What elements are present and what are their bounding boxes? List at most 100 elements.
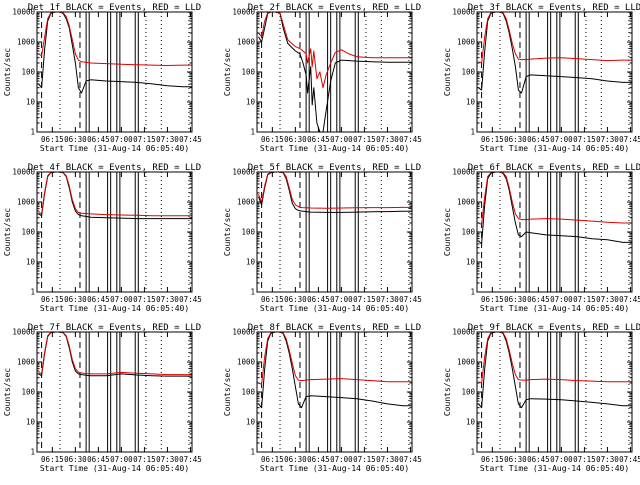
y-tick-label: 10: [466, 418, 476, 427]
y-tick-label: 10000: [452, 168, 475, 177]
x-axis-label: Start Time (31-Aug-14 06:05:40): [480, 304, 629, 313]
series-lld: [38, 172, 192, 217]
x-tick-label: 07:30: [596, 455, 619, 464]
series-events: [38, 332, 192, 377]
x-tick-label: 07:00: [330, 135, 353, 144]
y-tick-label: 1: [250, 128, 255, 137]
x-tick-label: 07:00: [110, 455, 133, 464]
x-tick-label: 07:00: [330, 295, 353, 304]
x-tick-label: 07:30: [156, 135, 179, 144]
x-tick-label: 07:45: [179, 135, 202, 144]
x-tick-label: 07:30: [156, 295, 179, 304]
series-events: [38, 12, 192, 94]
x-tick-label: 07:45: [399, 455, 422, 464]
x-tick-label: 06:30: [504, 135, 527, 144]
series-lld: [258, 332, 412, 385]
y-tick-label: 10000: [232, 328, 255, 337]
x-tick-label: 07:00: [550, 295, 573, 304]
x-tick-label: 07:15: [573, 135, 596, 144]
x-tick-label: 06:45: [527, 455, 550, 464]
series-lld: [478, 12, 632, 64]
x-tick-label: 06:15: [41, 455, 64, 464]
panel-det-3: Det 3f BLACK = Events, RED = LLD 1 10 100 10…: [443, 3, 640, 153]
series-lld: [38, 332, 192, 376]
y-tick-label: 100: [241, 228, 255, 237]
panel-det-9: Det 9f BLACK = Events, RED = LLD 1 10 100 10…: [443, 323, 640, 473]
x-tick-label: 06:15: [261, 455, 284, 464]
y-tick-label: 10000: [232, 168, 255, 177]
x-tick-label: 07:45: [619, 295, 640, 304]
y-tick-label: 1000: [457, 358, 476, 367]
panel-det-8: Det 8f BLACK = Events, RED = LLD 1 10 100 10…: [223, 323, 422, 473]
x-tick-label: 06:45: [527, 135, 550, 144]
x-tick-label: 06:30: [504, 295, 527, 304]
x-tick-label: 07:15: [573, 455, 596, 464]
panel-title: Det 4f BLACK = Events, RED = LLD: [28, 163, 201, 173]
x-tick-label: 06:15: [481, 135, 504, 144]
x-axis-label: Start Time (31-Aug-14 06:05:40): [260, 144, 409, 153]
panel-title: Det 7f BLACK = Events, RED = LLD: [28, 323, 201, 333]
x-tick-label: 06:15: [41, 135, 64, 144]
series-events: [478, 12, 632, 94]
y-axis-label: Counts/sec: [443, 208, 452, 256]
y-tick-label: 10: [26, 258, 36, 267]
x-tick-label: 06:30: [284, 455, 307, 464]
y-tick-label: 10: [26, 418, 36, 427]
x-axis-label: Start Time (31-Aug-14 06:05:40): [480, 144, 629, 153]
x-tick-label: 07:15: [353, 135, 376, 144]
panel-det-5: Det 5f BLACK = Events, RED = LLD 1 10 100 10…: [223, 163, 422, 313]
x-tick-label: 07:15: [133, 455, 156, 464]
x-tick-label: 07:00: [550, 455, 573, 464]
y-tick-label: 1: [470, 288, 475, 297]
y-tick-label: 10: [466, 258, 476, 267]
panel-title: Det 5f BLACK = Events, RED = LLD: [248, 163, 421, 173]
y-tick-label: 100: [241, 68, 255, 77]
y-tick-label: 100: [21, 228, 35, 237]
x-tick-label: 07:30: [376, 295, 399, 304]
y-tick-label: 10000: [232, 8, 255, 17]
x-tick-label: 06:15: [481, 295, 504, 304]
y-tick-label: 1000: [237, 198, 256, 207]
panel-title: Det 2f BLACK = Events, RED = LLD: [248, 3, 421, 13]
x-tick-label: 06:15: [41, 295, 64, 304]
y-tick-label: 1000: [457, 38, 476, 47]
x-tick-label: 07:30: [596, 295, 619, 304]
x-tick-label: 07:15: [133, 295, 156, 304]
y-axis-label: Counts/sec: [223, 208, 232, 256]
series-lld: [258, 172, 412, 209]
y-tick-label: 1000: [17, 198, 36, 207]
x-tick-label: 07:15: [353, 455, 376, 464]
x-tick-label: 07:15: [133, 135, 156, 144]
y-tick-label: 1: [250, 448, 255, 457]
series-events: [38, 172, 192, 220]
y-tick-label: 10000: [12, 8, 35, 17]
panel-det-1: Det 1f BLACK = Events, RED = LLD 1 10 100 10…: [3, 3, 202, 153]
y-axis-label: Counts/sec: [443, 368, 452, 416]
y-tick-label: 10: [246, 98, 256, 107]
x-tick-label: 06:45: [87, 295, 110, 304]
x-tick-label: 06:45: [87, 135, 110, 144]
x-axis-label: Start Time (31-Aug-14 06:05:40): [40, 144, 189, 153]
y-tick-label: 10000: [452, 328, 475, 337]
y-axis-label: Counts/sec: [443, 48, 452, 96]
x-tick-label: 06:45: [307, 135, 330, 144]
y-tick-label: 1000: [17, 358, 36, 367]
series-events: [478, 332, 632, 409]
y-tick-label: 1: [470, 128, 475, 137]
x-tick-label: 06:30: [64, 455, 87, 464]
y-tick-label: 1: [30, 128, 35, 137]
y-tick-label: 1: [30, 448, 35, 457]
x-tick-label: 06:15: [261, 295, 284, 304]
y-tick-label: 1: [250, 288, 255, 297]
x-axis-label: Start Time (31-Aug-14 06:05:40): [40, 304, 189, 313]
x-tick-label: 06:30: [64, 295, 87, 304]
x-tick-label: 07:00: [330, 455, 353, 464]
y-tick-label: 10000: [12, 328, 35, 337]
y-axis-label: Counts/sec: [3, 368, 12, 416]
y-tick-label: 100: [241, 388, 255, 397]
panel-title: Det 8f BLACK = Events, RED = LLD: [248, 323, 421, 333]
x-tick-label: 06:15: [261, 135, 284, 144]
x-tick-label: 07:45: [179, 455, 202, 464]
